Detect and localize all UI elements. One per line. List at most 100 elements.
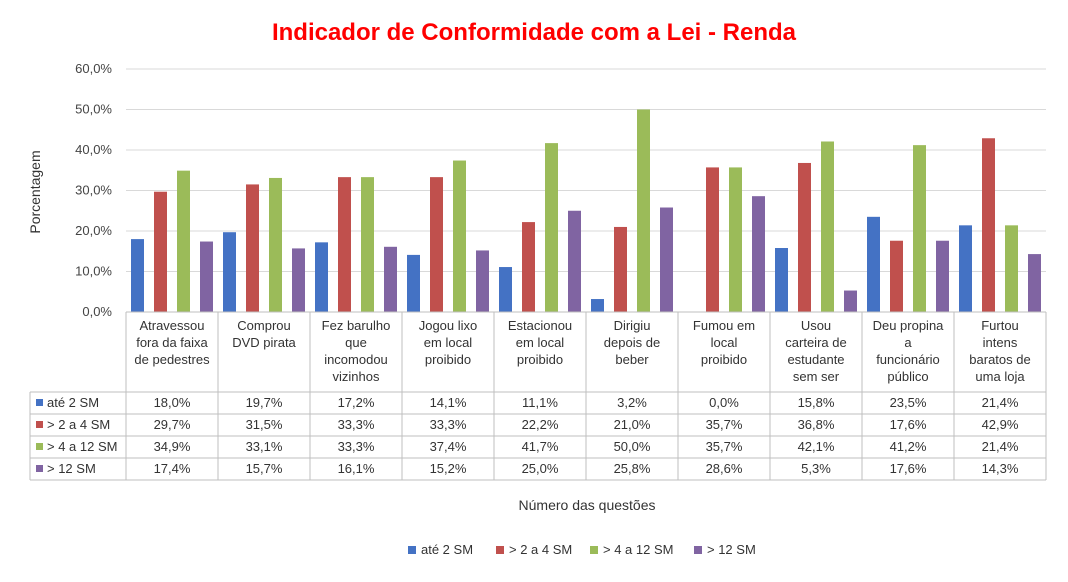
- table-cell: 33,3%: [338, 439, 375, 454]
- bar: [154, 191, 167, 312]
- bar: [982, 138, 995, 312]
- bar: [545, 143, 558, 312]
- table-cell: 36,8%: [798, 417, 835, 432]
- category-label-line: uma loja: [975, 369, 1025, 384]
- legend-swatch: [694, 546, 702, 554]
- bar: [338, 177, 351, 312]
- category-label-line: funcionário: [876, 352, 940, 367]
- category-label-line: que: [345, 335, 367, 350]
- bar: [568, 210, 581, 312]
- table-legend-key: [36, 443, 43, 450]
- category-label-line: baratos de: [969, 352, 1030, 367]
- category-label-line: DVD pirata: [232, 335, 296, 350]
- table-cell: 35,7%: [706, 417, 743, 432]
- table-cell: 33,1%: [246, 439, 283, 454]
- legend-swatch: [408, 546, 416, 554]
- bar: [637, 109, 650, 312]
- legend-swatch: [590, 546, 598, 554]
- category-label-line: beber: [615, 352, 649, 367]
- plot-area: 0,0% 10,0% 20,0% 30,0% 40,0% 50,0% 60,0%: [75, 61, 1046, 319]
- bar: [246, 184, 259, 312]
- table-cell: 15,2%: [430, 461, 467, 476]
- bar: [361, 177, 374, 312]
- table-cell: 15,7%: [246, 461, 283, 476]
- bar: [936, 240, 949, 312]
- table-cell: 3,2%: [617, 395, 647, 410]
- category-label-line: sem ser: [793, 369, 840, 384]
- bar: [614, 226, 627, 312]
- category-label-line: intens: [983, 335, 1018, 350]
- category-label-line: Fez barulho: [322, 318, 391, 333]
- bar: [867, 216, 880, 312]
- category-label-line: Deu propina: [873, 318, 945, 333]
- bar: [177, 170, 190, 312]
- table-cell: 31,5%: [246, 417, 283, 432]
- category-label-line: incomodou: [324, 352, 388, 367]
- bar: [131, 239, 144, 312]
- table-cell: 21,0%: [614, 417, 651, 432]
- bar: [821, 141, 834, 312]
- category-label-line: vizinhos: [333, 369, 380, 384]
- legend-label: > 12 SM: [707, 542, 756, 557]
- table-cell: 15,8%: [798, 395, 835, 410]
- table-cell: 41,7%: [522, 439, 559, 454]
- y-tick-label: 60,0%: [75, 61, 112, 76]
- category-label-line: depois de: [604, 335, 660, 350]
- bar: [315, 242, 328, 312]
- category-label-line: local: [711, 335, 738, 350]
- bar: [913, 145, 926, 312]
- bar: [384, 246, 397, 312]
- table-cell: 17,2%: [338, 395, 375, 410]
- table-cell: 25,8%: [614, 461, 651, 476]
- category-label-line: proibido: [425, 352, 471, 367]
- table-cell: 11,1%: [522, 395, 558, 410]
- table-cell: 42,9%: [982, 417, 1019, 432]
- category-label-line: carteira de: [785, 335, 846, 350]
- category-label-line: Estacionou: [508, 318, 572, 333]
- bar: [706, 167, 719, 312]
- table-cell: 14,1%: [430, 395, 467, 410]
- table-cell: 41,2%: [890, 439, 927, 454]
- bar: [1028, 254, 1041, 312]
- bar: [729, 167, 742, 312]
- table-cell: 17,6%: [890, 417, 927, 432]
- table-cell: 28,6%: [706, 461, 743, 476]
- y-tick-label: 30,0%: [75, 183, 112, 198]
- bar: [223, 232, 236, 312]
- table-cell: 23,5%: [890, 395, 927, 410]
- category-label-line: Comprou: [237, 318, 290, 333]
- category-label: Comprou DVD pirata: [232, 318, 296, 350]
- category-label-line: Furtou: [981, 318, 1019, 333]
- category-label-line: estudante: [787, 352, 844, 367]
- y-tick-label: 0,0%: [82, 304, 112, 319]
- bar: [752, 196, 765, 312]
- category-label-line: público: [887, 369, 928, 384]
- bar: [453, 160, 466, 312]
- bar: [591, 299, 604, 312]
- legend: até 2 SM > 2 a 4 SM > 4 a 12 SM > 12 SM: [408, 542, 756, 557]
- category-label: Jogou lixo em local proibido: [419, 318, 478, 367]
- table-cell: 18,0%: [154, 395, 191, 410]
- category-label-line: em local: [516, 335, 565, 350]
- table-cell: 25,0%: [522, 461, 559, 476]
- table-series-name: > 4 a 12 SM: [47, 439, 117, 454]
- table-cell: 29,7%: [154, 417, 191, 432]
- bar: [407, 254, 420, 312]
- category-label-line: proibido: [701, 352, 747, 367]
- table-cell: 34,9%: [154, 439, 191, 454]
- y-tick-label: 10,0%: [75, 264, 112, 279]
- table-cell: 35,7%: [706, 439, 743, 454]
- y-tick-label: 40,0%: [75, 142, 112, 157]
- category-label: Deu propina a funcionário público: [873, 318, 945, 384]
- bar: [522, 222, 535, 312]
- table-cell: 21,4%: [982, 439, 1019, 454]
- bar: [292, 248, 305, 312]
- bar: [200, 241, 213, 312]
- bar: [476, 250, 489, 312]
- bar: [775, 248, 788, 312]
- category-label: Fumou em local proibido: [693, 318, 755, 367]
- category-label-line: Fumou em: [693, 318, 755, 333]
- chart-title: Indicador de Conformidade com a Lei - Re…: [272, 19, 797, 46]
